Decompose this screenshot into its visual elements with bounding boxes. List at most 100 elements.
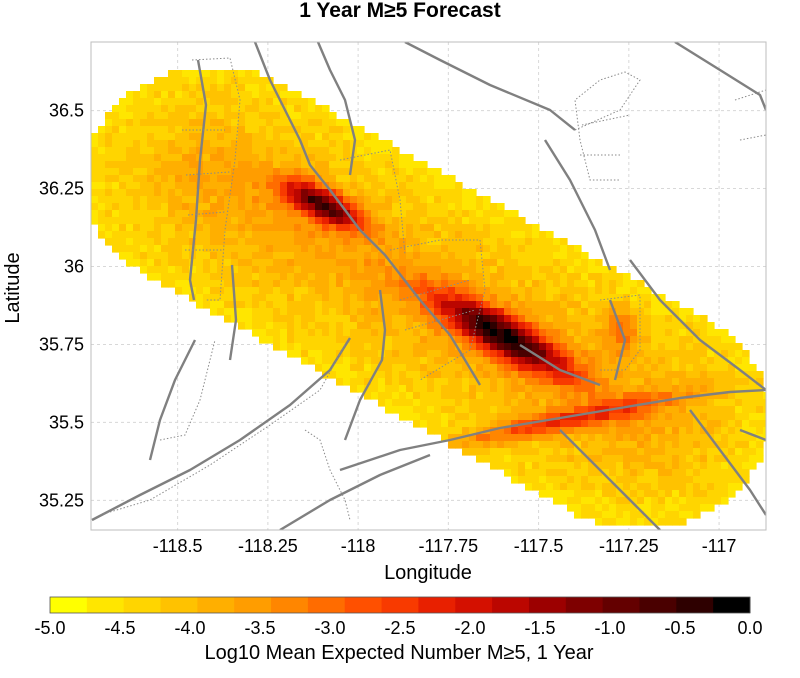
heatmap-cell [189,189,197,197]
heatmap-cell [217,168,225,176]
heatmap-cell [238,168,246,176]
heatmap-cell [168,182,176,190]
heatmap-cell [581,280,589,288]
heatmap-cell [616,364,624,372]
heatmap-cell [707,406,715,414]
heatmap-cell [497,420,505,428]
heatmap-cell [434,308,442,316]
heatmap-cell [392,245,400,253]
heatmap-cell [539,413,547,421]
heatmap-cell [532,441,540,449]
heatmap-cell [735,434,743,442]
heatmap-cell [637,497,645,505]
heatmap-cell [133,252,141,260]
heatmap-cell [574,287,582,295]
heatmap-cell [462,252,470,260]
heatmap-cell [413,378,421,386]
heatmap-cell [574,371,582,379]
heatmap-cell [259,231,267,239]
heatmap-cell [686,371,694,379]
heatmap-cell [98,210,106,218]
heatmap-cell [623,350,631,358]
heatmap-cell [714,420,722,428]
heatmap-cell [588,455,596,463]
heatmap-cell [651,462,659,470]
heatmap-cell [203,273,211,281]
heatmap-cell [476,294,484,302]
heatmap-cell [420,378,428,386]
heatmap-cell [371,357,379,365]
heatmap-cell [469,273,477,281]
heatmap-cell [511,350,519,358]
heatmap-cell [259,196,267,204]
heatmap-cell [119,105,127,113]
heatmap-cell [357,224,365,232]
heatmap-cell [644,350,652,358]
heatmap-cell [511,413,519,421]
heatmap-cell [742,441,750,449]
heatmap-cell [301,329,309,337]
heatmap-cell [364,231,372,239]
heatmap-cell [238,105,246,113]
heatmap-cell [707,504,715,512]
heatmap-cell [686,434,694,442]
heatmap-cell [385,154,393,162]
heatmap-cell [546,476,554,484]
heatmap-cell [483,378,491,386]
heatmap-cell [294,273,302,281]
heatmap-cell [259,175,267,183]
heatmap-cell [413,336,421,344]
heatmap-cell [581,371,589,379]
heatmap-cell [385,266,393,274]
heatmap-cell [567,378,575,386]
heatmap-cell [553,371,561,379]
heatmap-cell [595,357,603,365]
heatmap-cell [455,189,463,197]
heatmap-cell [448,196,456,204]
heatmap-cell [504,371,512,379]
heatmap-cell [504,392,512,400]
heatmap-cell [357,343,365,351]
heatmap-cell [574,420,582,428]
heatmap-cell [658,399,666,407]
heatmap-cell [434,280,442,288]
heatmap-cell [308,147,316,155]
heatmap-cell [322,119,330,127]
heatmap-cell [539,238,547,246]
heatmap-cell [126,217,134,225]
heatmap-cell [280,273,288,281]
heatmap-cell [700,350,708,358]
heatmap-cell [231,266,239,274]
heatmap-cell [665,350,673,358]
heatmap-cell [266,252,274,260]
heatmap-cell [679,315,687,323]
heatmap-cell [161,238,169,246]
heatmap-cell [504,273,512,281]
heatmap-cell [609,343,617,351]
heatmap-cell [574,364,582,372]
heatmap-cell [504,469,512,477]
heatmap-cell [301,161,309,169]
heatmap-cell [630,392,638,400]
heatmap-cell [497,392,505,400]
heatmap-cell [714,441,722,449]
heatmap-cell [623,406,631,414]
heatmap-cell [420,175,428,183]
heatmap-cell [686,462,694,470]
heatmap-cell [609,469,617,477]
heatmap-cell [406,175,414,183]
heatmap-cell [707,413,715,421]
heatmap-cell [672,343,680,351]
heatmap-cell [420,182,428,190]
heatmap-cell [154,203,162,211]
heatmap-cell [455,245,463,253]
heatmap-cell [126,112,134,120]
heatmap-cell [560,392,568,400]
heatmap-cell [273,98,281,106]
heatmap-cell [595,371,603,379]
heatmap-cell [490,448,498,456]
heatmap-cell [525,224,533,232]
heatmap-cell [665,518,673,526]
heatmap-cell [665,497,673,505]
heatmap-cell [98,133,106,141]
